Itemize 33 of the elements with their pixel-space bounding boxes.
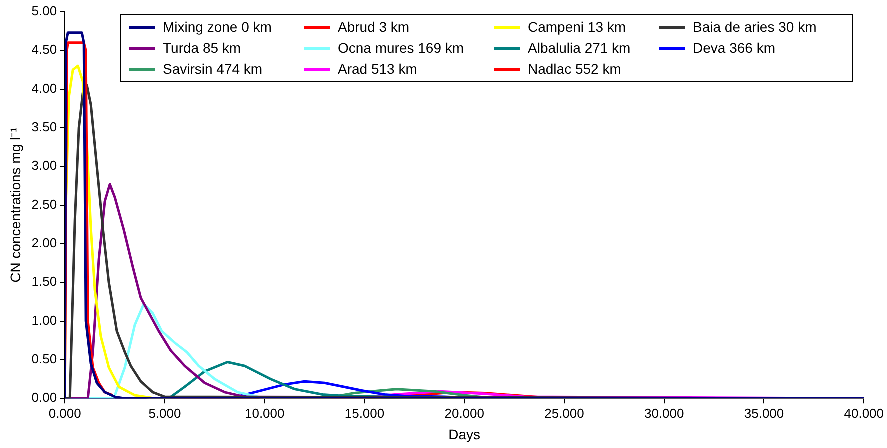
x-tick-label: 5.000	[148, 406, 182, 421]
x-tick-label: 0.000	[48, 406, 82, 421]
legend-label: Campeni 13 km	[528, 19, 626, 35]
legend-label: Baia de aries 30 km	[693, 19, 817, 35]
legend-label: Mixing zone 0 km	[163, 19, 272, 35]
legend-label: Savirsin 474 km	[163, 61, 263, 77]
x-tick-label: 10.000	[244, 406, 285, 421]
y-tick-label: 2.00	[32, 236, 58, 251]
legend-label: Arad 513 km	[338, 61, 418, 77]
legend-label: Nadlac 552 km	[528, 61, 622, 77]
y-tick-label: 2.50	[32, 196, 58, 212]
y-tick-label: 3.50	[32, 120, 58, 135]
x-tick-label: 35.000	[744, 406, 784, 421]
x-tick-label: 30.000	[644, 406, 684, 421]
x-tick-label: 20.000	[444, 406, 484, 421]
legend-label: Abrud 3 km	[338, 19, 410, 35]
y-tick-label: 3.00	[32, 158, 58, 174]
x-axis-title: Days	[448, 426, 481, 442]
y-axis-title: CN concentrations mg l⁻¹	[7, 127, 24, 283]
y-tick-label: 4.50	[32, 42, 58, 58]
y-tick-label: 0.00	[32, 390, 58, 406]
y-tick-label: 5.00	[32, 4, 58, 19]
x-tick-label: 40.000	[844, 406, 884, 421]
y-tick-label: 0.50	[32, 352, 58, 367]
y-tick-label: 1.00	[32, 312, 58, 328]
x-tick-label: 15.000	[344, 406, 385, 421]
y-tick-label: 4.00	[32, 80, 58, 96]
legend-label: Ocna mures 169 km	[338, 40, 464, 56]
y-tick-label: 1.50	[32, 274, 58, 290]
legend-label: Albalulia 271 km	[528, 40, 631, 56]
x-tick-label: 25.000	[544, 406, 584, 421]
legend-label: Turda 85 km	[163, 40, 242, 56]
legend-label: Deva 366 km	[693, 40, 776, 56]
